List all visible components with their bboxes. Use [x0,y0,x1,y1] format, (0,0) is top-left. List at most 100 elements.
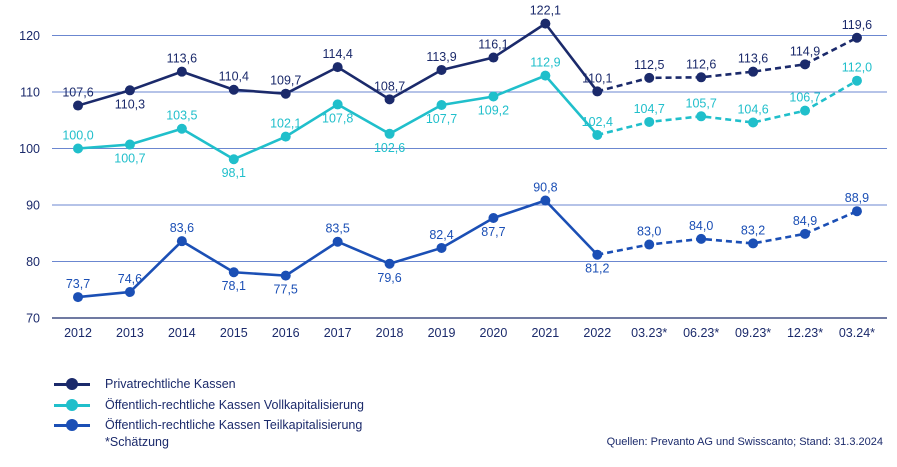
data-label: 81,2 [585,262,609,276]
data-point [384,258,395,269]
data-label: 84,9 [793,214,817,228]
data-label: 110,4 [219,70,249,84]
data-label: 88,9 [845,191,869,205]
series-line-solid [77,199,599,299]
data-point [800,105,811,116]
data-point [488,212,499,223]
data-label: 113,6 [738,52,768,66]
data-label: 112,6 [686,57,716,71]
data-point [644,116,655,127]
data-point [800,59,811,70]
data-label: 105,7 [686,96,717,110]
legend-label-voll: Öffentlich-rechtliche Kassen Vollkapital… [105,397,364,412]
data-point [73,143,83,154]
data-label: 106,7 [789,91,820,105]
legend-label-teil: Öffentlich-rechtliche Kassen Teilkapital… [105,418,363,433]
data-point [851,206,862,217]
x-tick-label: 2016 [272,326,300,340]
data-label: 104,7 [634,102,665,116]
data-point [384,94,395,105]
data-point [540,195,551,206]
x-axis-ticks: 2012 2013 2014 2015 2016 2017 2018 2019 2020 2021… [64,326,875,340]
data-point [176,236,187,247]
series-line-estimate [596,36,858,93]
data-label: 114,9 [790,44,820,58]
data-label: 109,2 [478,104,509,118]
line-chart: 70 80 90 100 110 120 2012 2013 2014 2015 2016 2017… [19,4,887,340]
data-label: 116,1 [478,38,508,52]
data-label: 83,2 [741,223,765,237]
data-point [332,62,343,73]
data-point [696,233,707,244]
x-tick-label: 2015 [220,326,248,340]
x-tick-label: 03.24* [839,326,875,340]
data-point [436,242,447,253]
legend-swatch-voll [52,398,92,411]
data-point [124,85,135,96]
data-label: 112,9 [530,56,560,70]
x-tick-label: 2019 [428,326,456,340]
x-tick-label: 2013 [116,326,144,340]
x-tick-label: 2020 [480,326,508,340]
x-tick-label: 03.23* [631,326,667,340]
legend-label-privat: Privatrechtliche Kassen [105,377,236,392]
x-tick-label: 2022 [583,326,611,340]
data-label: 107,8 [322,111,353,125]
data-label: 90,8 [533,180,557,194]
data-point [696,72,707,83]
data-point [592,86,603,97]
data-point [488,52,499,63]
data-point [644,239,655,250]
data-label: 103,5 [166,109,197,123]
y-tick-label: 110 [20,86,40,100]
data-label: 102,6 [374,141,405,155]
data-point [488,91,499,102]
data-label: 112,0 [842,61,872,75]
x-tick-label: 2017 [324,326,352,340]
data-point [748,117,759,128]
legend-item-teil: Öffentlich-rechtliche Kassen Teilkapital… [52,415,364,436]
y-tick-label: 80 [26,255,40,269]
x-tick-label: 2018 [376,326,404,340]
data-label: 83,5 [325,222,349,236]
legend: Privatrechtliche Kassen Öffentlich-recht… [52,374,364,436]
y-axis-ticks: 70 80 90 100 110 120 [19,29,40,326]
y-tick-label: 70 [26,312,40,326]
data-point [332,99,343,110]
data-label: 84,0 [689,219,713,233]
data-label: 113,6 [167,52,197,66]
legend-swatch-privat [52,378,92,391]
data-point [73,292,83,303]
grid-lines [52,35,887,319]
data-point [332,236,343,247]
data-point [280,131,291,142]
data-label: 108,7 [374,79,405,93]
data-point [124,139,135,150]
data-label: 102,4 [582,115,613,129]
x-tick-label: 2014 [168,326,196,340]
series-lines [73,18,862,303]
x-tick-label: 12.23* [787,326,823,340]
data-point [436,99,447,110]
data-label: 73,7 [66,277,90,291]
series-line-estimate [596,79,858,137]
data-point [124,287,135,298]
data-point [436,64,447,75]
x-tick-label: 09.23* [735,326,771,340]
y-tick-label: 100 [19,142,40,156]
x-tick-label: 2012 [64,326,92,340]
data-label: 82,4 [429,228,453,242]
data-label: 104,6 [737,103,768,117]
y-tick-label: 90 [26,199,40,213]
data-label: 112,5 [634,58,664,72]
data-label: 110,1 [582,71,612,85]
data-point [592,249,603,260]
data-label: 98,1 [222,166,246,180]
data-label: 109,7 [270,74,301,88]
data-label: 74,6 [118,272,142,286]
data-point [851,75,862,86]
data-label: 110,3 [115,97,145,111]
data-label: 114,4 [322,47,352,61]
legend-item-voll: Öffentlich-rechtliche Kassen Vollkapital… [52,395,364,416]
data-point [280,270,291,281]
